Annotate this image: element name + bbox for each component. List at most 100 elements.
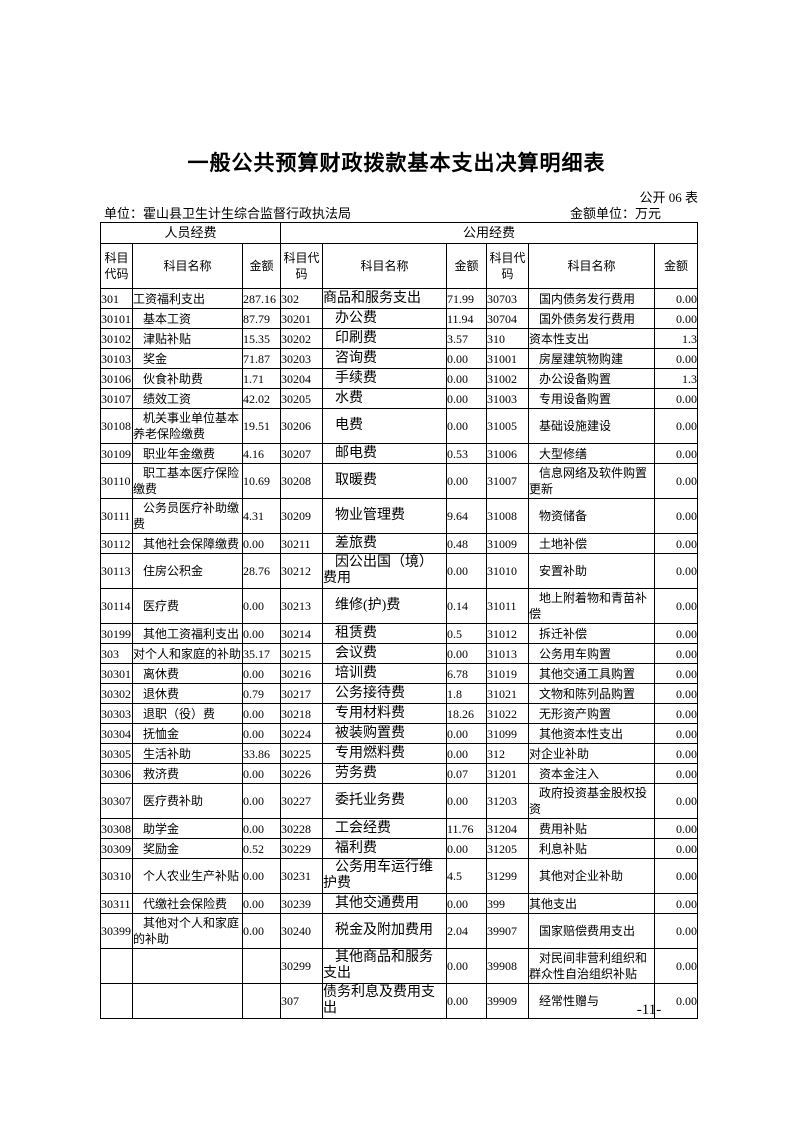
cell-code: 302 xyxy=(280,288,323,309)
cell-name: 差旅费 xyxy=(322,533,447,554)
cell-code: 31008 xyxy=(486,498,529,534)
cell-name: 奖励金 xyxy=(132,838,243,859)
cell-amount: 33.86 xyxy=(242,743,281,764)
cell-code: 31099 xyxy=(486,723,529,744)
cell-amount: 0.00 xyxy=(653,893,699,914)
table-row: 30303 退职（役）费 0.00 30218 专用材料费 18.26 31022 无形资产购… xyxy=(100,703,699,724)
cell-amount: 9.64 xyxy=(446,498,487,534)
cell-code: 30213 xyxy=(280,588,323,624)
cell-name: 手续费 xyxy=(322,368,447,389)
cell-name: 其他对企业补助 xyxy=(528,858,655,894)
table-row: 303 对个人和家庭的补助 35.17 30215 会议费 0.00 31013 公务用车购置… xyxy=(100,643,699,664)
cell-name: 医疗费 xyxy=(132,588,243,624)
cell-code: 30216 xyxy=(280,663,323,684)
cell-code: 31022 xyxy=(486,703,529,724)
page-title: 一般公共预算财政拨款基本支出决算明细表 xyxy=(187,151,606,175)
cell-amount: 0.00 xyxy=(242,703,281,724)
cell-amount: 0.00 xyxy=(242,783,281,819)
cell-code: 30215 xyxy=(280,643,323,664)
cell-amount: 0.00 xyxy=(653,553,699,589)
cell-name: 租赁费 xyxy=(322,623,447,644)
cell-code: 30309 xyxy=(100,838,133,859)
cell-code: 30199 xyxy=(100,623,133,644)
cell-name: 职工基本医疗保险缴费 xyxy=(132,463,243,499)
cell-name: 对个人和家庭的补助 xyxy=(132,643,243,664)
table-row: 30309 奖励金 0.52 30229 福利费 0.00 31205 利息补贴 0.00 xyxy=(100,838,699,859)
cell-code: 303 xyxy=(100,643,133,664)
cell-name: 资本金注入 xyxy=(528,763,655,784)
cell-amount: 15.35 xyxy=(242,328,281,349)
table-row: 30112 其他社会保障缴费 0.00 30211 差旅费 0.48 31009 土地补偿 0.… xyxy=(100,533,699,554)
cell-name: 职业年金缴费 xyxy=(132,443,243,464)
unit-label: 单位：霍山县卫生计生综合监督行政执法局 xyxy=(104,206,352,221)
table-row: 30299 其他商品和服务支出 0.00 39908 对民间非营利组织和群众性自治组织补… xyxy=(100,948,699,984)
cell-code: 30224 xyxy=(280,723,323,744)
cell-code: 30207 xyxy=(280,443,323,464)
cell-code: 31009 xyxy=(486,533,529,554)
cell-amount: 0.00 xyxy=(653,408,699,444)
table-row: 30114 医疗费 0.00 30213 维修(护)费 0.14 31011 地上附着物和青苗… xyxy=(100,588,699,624)
cell-code: 30109 xyxy=(100,443,133,464)
cell-name: 其他资本性支出 xyxy=(528,723,655,744)
cell-amount: 1.3 xyxy=(653,328,699,349)
cell-amount: 0.00 xyxy=(653,948,699,984)
cell-code: 30201 xyxy=(280,308,323,329)
cell-amount: 0.00 xyxy=(446,743,487,764)
cell-name: 咨询费 xyxy=(322,348,447,369)
cell-amount: 71.87 xyxy=(242,348,281,369)
cell-code: 31001 xyxy=(486,348,529,369)
cell-name xyxy=(132,948,243,984)
cell-amount: 0.00 xyxy=(653,913,699,949)
cell-amount: 0.00 xyxy=(242,763,281,784)
cell-name: 工会经费 xyxy=(322,818,447,839)
cell-code: 30704 xyxy=(486,308,529,329)
table-row: 30302 退休费 0.79 30217 公务接待费 1.8 31021 文物和陈列品购置 0.… xyxy=(100,683,699,704)
cell-code: 30209 xyxy=(280,498,323,534)
cell-name: 地上附着物和青苗补偿 xyxy=(528,588,655,624)
cell-name: 对民间非营利组织和群众性自治组织补贴 xyxy=(528,948,655,984)
cell-amount: 1.3 xyxy=(653,368,699,389)
cell-code: 30101 xyxy=(100,308,133,329)
table-row: 307 债务利息及费用支出 0.00 39909 经常性赠与 0.00 xyxy=(100,983,699,1019)
cell-amount: 3.57 xyxy=(446,328,487,349)
cell-amount: 0.00 xyxy=(446,463,487,499)
cell-code: 30102 xyxy=(100,328,133,349)
cell-code: 30306 xyxy=(100,763,133,784)
group-header-public: 公用经费 xyxy=(279,222,699,244)
cell-amount: 0.00 xyxy=(653,623,699,644)
cell-amount: 0.00 xyxy=(653,743,699,764)
cell-name: 津贴补贴 xyxy=(132,328,243,349)
cell-name: 电费 xyxy=(322,408,447,444)
cell-name: 住房公积金 xyxy=(132,553,243,589)
cell-amount: 0.07 xyxy=(446,763,487,784)
cell-amount: 0.00 xyxy=(653,783,699,819)
cell-code: 30107 xyxy=(100,388,133,409)
cell-amount: 0.00 xyxy=(653,683,699,704)
cell-amount: 0.00 xyxy=(446,368,487,389)
cell-code: 30218 xyxy=(280,703,323,724)
cell-name: 退职（役）费 xyxy=(132,703,243,724)
cell-name: 维修(护)费 xyxy=(322,588,447,624)
table-row: 30301 离休费 0.00 30216 培训费 6.78 31019 其他交通工具购置 0.0… xyxy=(100,663,699,684)
cell-code: 31013 xyxy=(486,643,529,664)
col-header-name: 科目名称 xyxy=(322,243,447,289)
col-header-name: 科目名称 xyxy=(528,243,655,289)
table-row: 30108 机关事业单位基本养老保险缴费 19.51 30206 电费 0.00 31005… xyxy=(100,408,699,444)
cell-name: 办公费 xyxy=(322,308,447,329)
cell-name xyxy=(132,983,243,1019)
cell-name: 基础设施建设 xyxy=(528,408,655,444)
cell-code: 30311 xyxy=(100,893,133,914)
cell-code: 30106 xyxy=(100,368,133,389)
cell-name: 邮电费 xyxy=(322,443,447,464)
cell-amount: 11.76 xyxy=(446,818,487,839)
cell-name: 国外债务发行费用 xyxy=(528,308,655,329)
cell-amount: 0.00 xyxy=(242,623,281,644)
cell-name: 利息补贴 xyxy=(528,838,655,859)
cell-name: 物业管理费 xyxy=(322,498,447,534)
cell-code: 30110 xyxy=(100,463,133,499)
cell-name: 伙食补助费 xyxy=(132,368,243,389)
cell-code: 39908 xyxy=(486,948,529,984)
cell-name: 政府投资基金股权投资 xyxy=(528,783,655,819)
cell-name: 拆迁补偿 xyxy=(528,623,655,644)
cell-code: 30307 xyxy=(100,783,133,819)
